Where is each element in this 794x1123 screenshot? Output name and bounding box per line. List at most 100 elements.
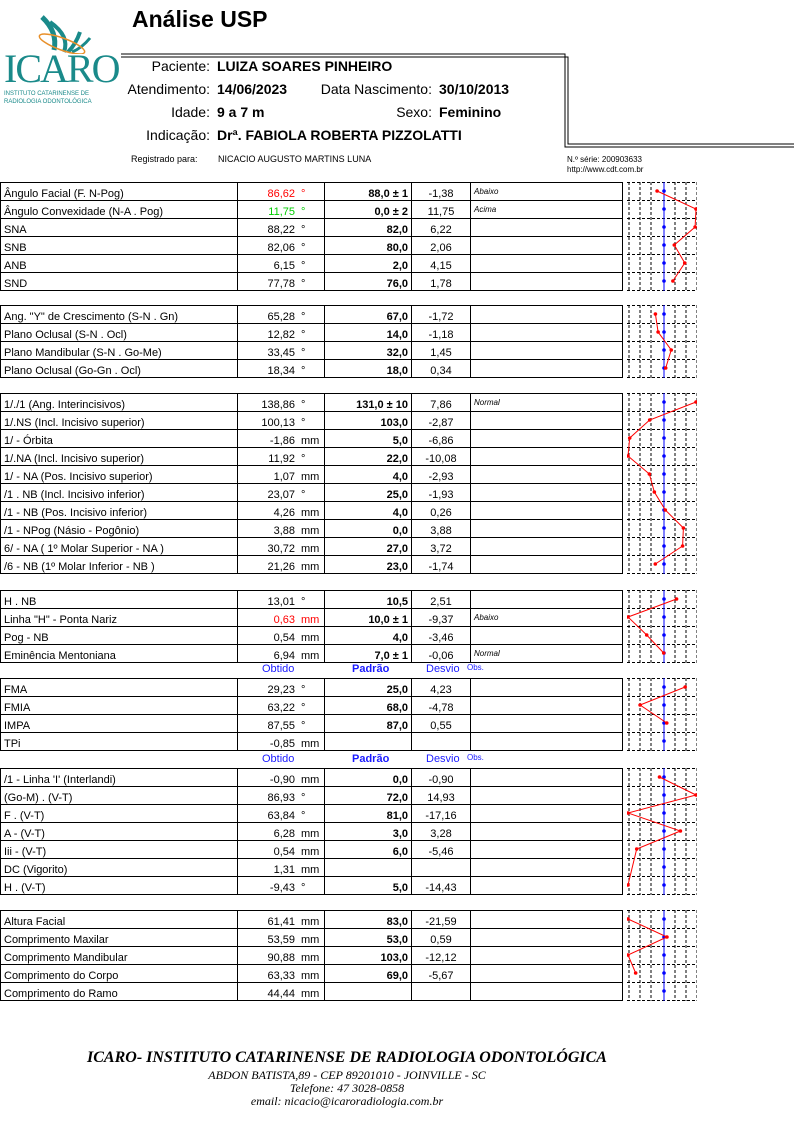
obtained-cell: 13,01 °	[237, 590, 325, 609]
standard-value: 87,0	[324, 714, 412, 733]
deviation-value: -4,78	[411, 696, 471, 715]
observation	[470, 982, 623, 1001]
deviation-line	[654, 313, 672, 369]
table-row: Comprimento do Corpo 63,33 mm 69,0 -5,67	[0, 964, 623, 983]
norm-point	[662, 279, 666, 283]
measure-label: Ângulo Convexidade (N-A . Pog)	[0, 200, 238, 219]
deviation-value: 3,72	[411, 537, 471, 556]
measure-label: 1/.NS (Incl. Incisivo superior)	[0, 411, 238, 430]
measure-label: TPi	[0, 732, 238, 751]
obtained-value: 6,28	[273, 828, 295, 840]
table-row: Linha "H" - Ponta Nariz 0,63 mm 10,0 ± 1 -9,…	[0, 608, 623, 627]
standard-value: 72,0	[324, 786, 412, 805]
measure-label: Comprimento do Corpo	[0, 964, 238, 983]
indicacao-value: Drª. FABIOLA ROBERTA PIZZOLATTI	[217, 127, 462, 143]
unit: mm	[301, 774, 320, 786]
measure-label: ANB	[0, 254, 238, 273]
norm-point	[662, 544, 666, 548]
measure-label: Ângulo Facial (F. N-Pog)	[0, 182, 238, 201]
observation	[470, 537, 623, 556]
standard-value: 32,0	[324, 341, 412, 360]
standard-value: 6,0	[324, 840, 412, 859]
standard-value: 4,0	[324, 501, 412, 520]
obtained-value: 61,41	[267, 916, 295, 928]
obtained-cell: 6,94 mm	[237, 644, 325, 663]
table-row: F . (V-T) 63,84 ° 81,0 -17,16	[0, 804, 623, 823]
table-row: FMIA 63,22 ° 68,0 -4,78	[0, 696, 623, 715]
measure-label: FMA	[0, 678, 238, 697]
standard-value: 80,0	[324, 236, 412, 255]
obtained-value: 86,93	[267, 792, 295, 804]
obtained-value: 86,62	[267, 188, 295, 200]
obtained-value: 82,06	[267, 242, 295, 254]
observation	[470, 840, 623, 859]
deviation-line	[639, 686, 686, 724]
obtained-value: 138,86	[261, 399, 295, 411]
deviation-value: 11,75	[411, 200, 471, 219]
idade-label: Idade:	[171, 104, 210, 120]
norm-point	[662, 883, 666, 887]
obtained-cell: 86,93 °	[237, 786, 325, 805]
unit: °	[301, 311, 306, 323]
logo-text: ICARO	[4, 46, 120, 91]
obtained-cell: 0,63 mm	[237, 608, 325, 627]
unit: mm	[301, 543, 320, 555]
sexo-value: Feminino	[439, 104, 502, 120]
obtained-value: 23,07	[267, 489, 295, 501]
standard-value: 3,0	[324, 822, 412, 841]
obtained-cell: 90,88 mm	[237, 946, 325, 965]
deviation-value: -2,93	[411, 465, 471, 484]
standard-value: 0,0	[324, 768, 412, 787]
obtained-cell: 86,62 °	[237, 182, 325, 201]
deviation-graph	[627, 305, 697, 378]
table-row: Comprimento do Ramo 44,44 mm	[0, 982, 623, 1001]
norm-point	[662, 793, 666, 797]
norm-point	[662, 436, 666, 440]
obtained-value: 21,26	[267, 561, 295, 573]
unit: mm	[301, 507, 320, 519]
standard-value	[324, 982, 412, 1001]
obtained-cell: 12,82 °	[237, 323, 325, 342]
deviation-value: -0,06	[411, 644, 471, 663]
obtained-cell: 88,22 °	[237, 218, 325, 237]
norm-point	[662, 454, 666, 458]
table-row: 6/ - NA ( 1º Molar Superior - NA ) 30,72 m…	[0, 537, 623, 556]
norm-point	[662, 312, 666, 316]
observation: Normal	[470, 393, 623, 412]
column-header-obs: Obs.	[467, 753, 484, 762]
obtained-cell: 11,92 °	[237, 447, 325, 466]
measure-label: Eminência Mentoniana	[0, 644, 238, 663]
deviation-value: 4,15	[411, 254, 471, 273]
unit: mm	[301, 525, 320, 537]
table-row: 1/ - NA (Pos. Incisivo superior) 1,07 mm 4,…	[0, 465, 623, 484]
observation	[470, 946, 623, 965]
obtained-value: 6,15	[273, 260, 295, 272]
measure-label: SNB	[0, 236, 238, 255]
measure-label: Iii - (V-T)	[0, 840, 238, 859]
measurement-table: Altura Facial 61,41 mm 83,0 -21,59 Compriment…	[0, 910, 623, 1001]
norm-point	[662, 953, 666, 957]
table-row: Eminência Mentoniana 6,94 mm 7,0 ± 1 -0,06 No…	[0, 644, 623, 663]
standard-value: 22,0	[324, 447, 412, 466]
observation	[470, 305, 623, 324]
observation	[470, 732, 623, 751]
norm-point	[662, 847, 666, 851]
unit: °	[301, 278, 306, 290]
observation	[470, 519, 623, 538]
measure-label: Plano Oclusal (Go-Gn . Ocl)	[0, 359, 238, 378]
obtained-cell: 63,84 °	[237, 804, 325, 823]
deviation-graph	[627, 678, 697, 751]
measure-label: 1/ - Órbita	[0, 429, 238, 448]
obtained-cell: 0,54 mm	[237, 840, 325, 859]
observation	[470, 928, 623, 947]
footer-phone: Telefone: 47 3028-0858	[289, 1081, 405, 1095]
unit: mm	[301, 614, 320, 626]
standard-value: 53,0	[324, 928, 412, 947]
observation	[470, 822, 623, 841]
observation	[470, 501, 623, 520]
deviation-value: 7,86	[411, 393, 471, 412]
unit: °	[301, 347, 306, 359]
table-row: SNA 88,22 ° 82,0 6,22	[0, 218, 623, 237]
column-header-desvio: Desvio	[426, 753, 460, 765]
